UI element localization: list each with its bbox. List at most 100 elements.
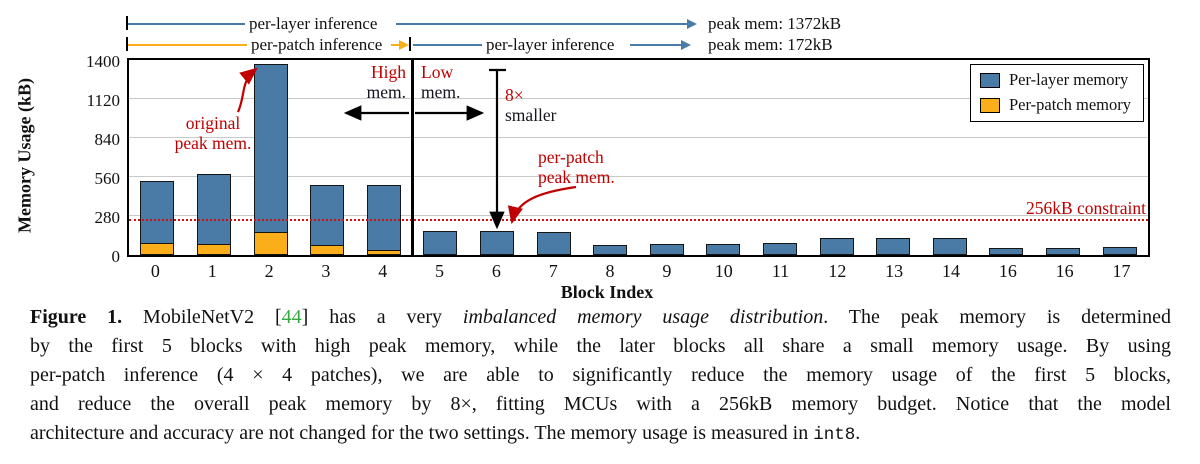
x-tick-label: 14 xyxy=(942,261,960,281)
bar-group xyxy=(412,60,469,255)
caption-line: and reduce the overall peak memory by 8×… xyxy=(30,390,1171,419)
y-tick-label: 280 xyxy=(94,208,121,227)
caption-text: . The peak memory is determined xyxy=(823,306,1172,328)
x-tick-label: 11 xyxy=(771,261,790,281)
per-layer-bar xyxy=(1046,248,1081,255)
caption-line: architecture and accuracy are not change… xyxy=(30,419,1171,450)
x-tick-label: 2 xyxy=(264,261,274,281)
caption-text: by the first 5 blocks with high peak mem… xyxy=(30,335,1171,357)
bar-group xyxy=(1035,60,1092,255)
caption-text: and reduce the overall peak memory by 8×… xyxy=(30,393,1171,415)
legend-label: Per-patch memory xyxy=(1008,95,1131,114)
caption-text: MobileNetV2 [ xyxy=(122,306,282,328)
figure-caption: Figure 1. MobileNetV2 [44] has a very im… xyxy=(30,303,1171,450)
caption-text: architecture and accuracy are not change… xyxy=(30,422,814,444)
bar-group xyxy=(469,60,526,255)
per-layer-range2-line xyxy=(413,44,482,46)
caption-text: int8 xyxy=(813,425,856,445)
arrow-right-icon xyxy=(399,40,409,50)
per-layer-bar xyxy=(649,244,684,255)
per-layer-range2-line2 xyxy=(630,44,682,46)
legend-item: Per-patch memory xyxy=(979,95,1131,115)
x-axis-labels: 0 1 2 3 4 5 6 7 8 9 10 11 12 13 14 16 16 17 xyxy=(127,261,1150,282)
per-layer-bar xyxy=(1102,247,1137,255)
constraint-label: 256kB constraint xyxy=(1025,198,1146,218)
constraint-dotted-line xyxy=(129,219,1148,221)
bar-group xyxy=(242,60,299,255)
per-layer-bar xyxy=(593,245,628,255)
citation-link[interactable]: 44 xyxy=(281,306,302,328)
caption-text: Figure 1. xyxy=(30,306,123,328)
x-tick-label: 16 xyxy=(998,261,1017,281)
per-patch-bar xyxy=(310,245,345,255)
arrow-right-icon xyxy=(687,19,697,29)
high-mem-note: High mem. xyxy=(366,62,406,102)
per-layer-bar xyxy=(479,231,514,255)
x-tick-label: 16 xyxy=(1055,261,1074,281)
grid-line xyxy=(129,215,1148,216)
x-tick-label: 0 xyxy=(150,261,160,281)
bar-group xyxy=(525,60,582,255)
per-layer-bar xyxy=(876,238,911,255)
x-tick-label: 1 xyxy=(207,261,217,281)
bar-group xyxy=(922,60,979,255)
grid-line xyxy=(129,137,1148,138)
per-layer-bar xyxy=(989,248,1024,255)
y-tick-label: 1400 xyxy=(86,52,120,71)
patch-peak-note: per-patch peak mem. xyxy=(538,147,615,187)
bar-group xyxy=(978,60,1035,255)
per-layer-bar xyxy=(196,174,231,255)
y-tick-label: 840 xyxy=(94,130,121,149)
caption-line: Figure 1. MobileNetV2 [44] has a very im… xyxy=(30,303,1171,332)
x-axis-title: Block Index xyxy=(560,282,654,302)
bar-group xyxy=(808,60,865,255)
per-patch-bar xyxy=(196,244,231,255)
range-split-tick xyxy=(409,37,411,51)
caption-text: imbalanced memory usage distribution xyxy=(462,306,824,328)
legend-label: Per-layer memory xyxy=(1008,70,1129,89)
plot-area: Per-layer memory Per-patch memory xyxy=(127,58,1150,257)
legend-item: Per-layer memory xyxy=(979,70,1131,90)
per-patch-bar xyxy=(253,232,288,255)
per-patch-range-label: per-patch inference xyxy=(251,35,383,54)
per-patch-bar xyxy=(366,250,401,255)
per-layer-bar xyxy=(932,238,967,255)
legend-swatch-icon xyxy=(979,97,1000,113)
caption-line: per-patch inference (4 × 4 patches), we … xyxy=(30,361,1171,390)
caption-text: . xyxy=(855,422,861,444)
bar-group xyxy=(186,60,243,255)
bar-group xyxy=(129,60,186,255)
grid-line xyxy=(129,176,1148,177)
per-layer-bar xyxy=(706,244,741,255)
per-layer-bar xyxy=(819,238,854,255)
per-layer-bar xyxy=(253,64,288,255)
original-peak-note: original peak mem. xyxy=(174,113,252,153)
grid-line xyxy=(129,98,1148,99)
bar-group xyxy=(1091,60,1148,255)
legend-swatch-icon xyxy=(979,72,1000,88)
x-tick-label: 12 xyxy=(828,261,847,281)
x-tick-label: 9 xyxy=(662,261,672,281)
range-start-tick xyxy=(126,16,128,30)
low-mem-note: Low mem. xyxy=(421,62,461,102)
caption-line: by the first 5 blocks with high peak mem… xyxy=(30,332,1171,361)
bar-group xyxy=(865,60,922,255)
y-tick-label: 0 xyxy=(111,247,121,266)
x-tick-label: 13 xyxy=(885,261,904,281)
y-tick-label: 1120 xyxy=(86,91,120,110)
x-tick-label: 3 xyxy=(321,261,331,281)
x-tick-label: 10 xyxy=(714,261,733,281)
x-tick-label: 6 xyxy=(491,261,501,281)
bar-group xyxy=(638,60,695,255)
per-patch-bar xyxy=(140,243,175,255)
patch-range-start-tick xyxy=(126,37,128,51)
per-patch-range-line2 xyxy=(391,44,400,46)
per-layer-range-line2 xyxy=(396,23,687,25)
smaller-note: 8× smaller xyxy=(505,85,557,125)
x-tick-label: 4 xyxy=(378,261,388,281)
bars-layer xyxy=(129,60,1148,255)
legend: Per-layer memory Per-patch memory xyxy=(969,64,1144,122)
per-patch-range-line xyxy=(128,44,247,46)
y-axis-title: Memory Usage (kB) xyxy=(14,78,35,233)
